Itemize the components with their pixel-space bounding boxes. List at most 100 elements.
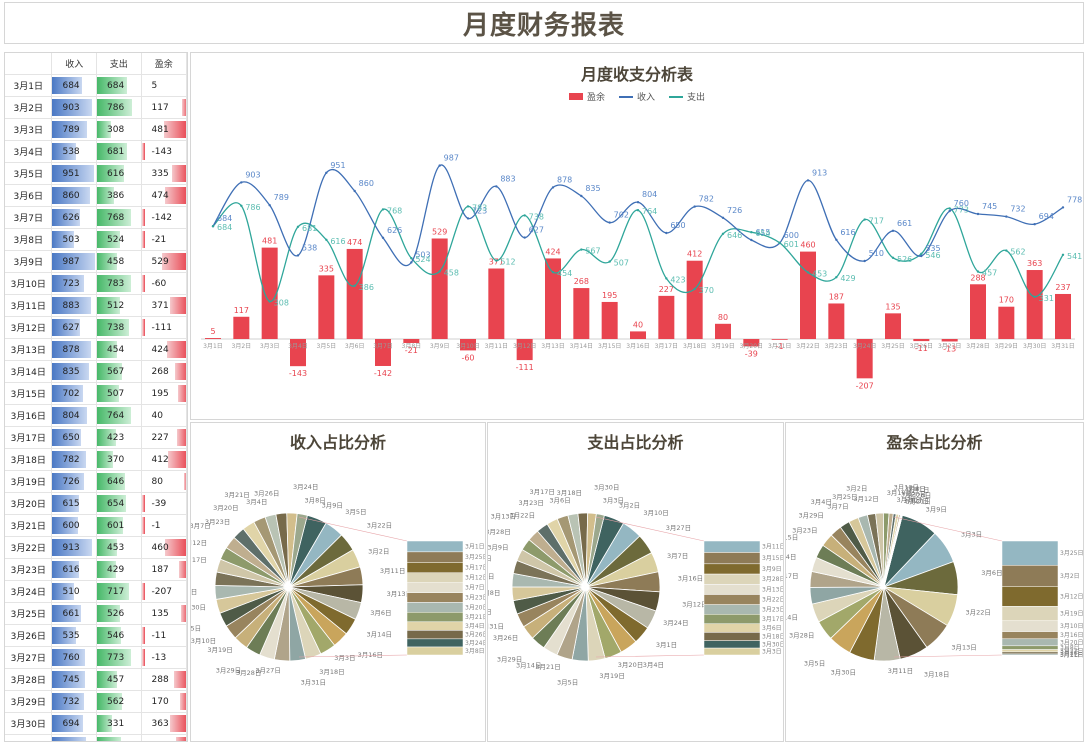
income-point[interactable]	[325, 171, 328, 174]
balance-bar[interactable]	[403, 339, 420, 343]
balance-bar[interactable]	[941, 339, 958, 342]
secondary-bar-segment[interactable]	[406, 551, 464, 563]
balance-bar[interactable]	[601, 301, 618, 339]
income-point[interactable]	[353, 189, 356, 193]
balance-bar[interactable]	[233, 316, 250, 339]
secondary-bar-segment[interactable]	[1001, 654, 1059, 656]
expense-point[interactable]	[891, 256, 895, 259]
income-point[interactable]	[268, 204, 271, 207]
balance-bar[interactable]	[290, 339, 306, 367]
secondary-bar-segment[interactable]	[406, 621, 464, 631]
expense-point[interactable]	[551, 271, 555, 274]
income-point[interactable]	[495, 185, 498, 188]
secondary-bar-segment[interactable]	[1001, 565, 1059, 587]
balance-bar[interactable]	[658, 295, 675, 339]
secondary-bar-segment[interactable]	[406, 540, 464, 553]
income-point[interactable]	[466, 217, 470, 220]
balance-bar[interactable]	[261, 247, 278, 339]
expense-point[interactable]	[495, 259, 498, 262]
expense-point[interactable]	[948, 207, 951, 210]
income-point[interactable]	[891, 229, 895, 232]
income-point[interactable]	[608, 221, 611, 224]
secondary-bar-segment[interactable]	[1001, 620, 1059, 632]
secondary-bar-segment[interactable]	[1001, 651, 1059, 655]
balance-bar[interactable]	[885, 313, 901, 339]
income-point[interactable]	[551, 186, 555, 189]
balance-bar[interactable]	[375, 339, 391, 366]
secondary-bar-segment[interactable]	[1001, 540, 1059, 566]
secondary-bar-segment[interactable]	[703, 563, 761, 575]
secondary-bar-segment[interactable]	[703, 632, 761, 641]
income-point[interactable]	[976, 212, 980, 216]
secondary-bar-segment[interactable]	[406, 630, 464, 640]
expense-point[interactable]	[806, 271, 810, 274]
income-point[interactable]	[806, 179, 810, 182]
income-point[interactable]	[863, 259, 866, 263]
expense-point[interactable]	[211, 225, 215, 228]
secondary-bar-segment[interactable]	[406, 646, 464, 656]
balance-bar[interactable]	[828, 303, 845, 339]
balance-bar[interactable]	[488, 268, 505, 339]
secondary-bar-segment[interactable]	[406, 572, 464, 583]
balance-bar[interactable]	[1026, 270, 1043, 339]
secondary-bar-segment[interactable]	[703, 584, 761, 595]
income-point[interactable]	[920, 254, 923, 258]
expense-point[interactable]	[920, 252, 923, 255]
income-point[interactable]	[1033, 223, 1036, 226]
income-point[interactable]	[750, 238, 753, 242]
expense-point[interactable]	[1033, 295, 1036, 298]
secondary-bar-segment[interactable]	[406, 638, 464, 648]
income-point[interactable]	[693, 205, 696, 208]
balance-bar[interactable]	[913, 339, 930, 342]
expense-point[interactable]	[580, 248, 583, 251]
expense-point[interactable]	[721, 232, 725, 235]
pie-slice[interactable]	[883, 514, 903, 588]
secondary-bar-segment[interactable]	[703, 647, 761, 656]
secondary-bar-segment[interactable]	[1001, 649, 1059, 653]
income-point[interactable]	[296, 254, 300, 257]
balance-bar[interactable]	[205, 338, 221, 339]
secondary-bar-segment[interactable]	[1001, 631, 1059, 640]
balance-bar[interactable]	[630, 331, 646, 339]
secondary-bar-segment[interactable]	[1001, 638, 1059, 647]
secondary-bar-segment[interactable]	[1001, 606, 1059, 622]
expense-point[interactable]	[438, 270, 441, 273]
expense-point[interactable]	[1005, 249, 1008, 252]
expense-point[interactable]	[636, 209, 640, 212]
expense-point[interactable]	[296, 225, 300, 228]
income-point[interactable]	[523, 236, 526, 239]
balance-bar[interactable]	[686, 260, 703, 339]
income-point[interactable]	[438, 164, 441, 167]
balance-bar[interactable]	[998, 306, 1015, 339]
expense-point[interactable]	[976, 270, 980, 273]
balance-bar[interactable]	[573, 288, 590, 339]
secondary-bar-segment[interactable]	[406, 612, 464, 623]
expense-point[interactable]	[863, 218, 866, 221]
secondary-bar-segment[interactable]	[406, 562, 464, 573]
expense-point[interactable]	[608, 260, 611, 263]
balance-bar[interactable]	[318, 275, 335, 339]
balance-bar[interactable]	[970, 284, 986, 339]
pie-slice[interactable]	[288, 513, 308, 588]
expense-series-line[interactable]	[212, 202, 1064, 303]
secondary-bar-segment[interactable]	[703, 604, 761, 615]
secondary-bar-segment[interactable]	[1001, 645, 1059, 650]
expense-point[interactable]	[778, 241, 781, 244]
income-point[interactable]	[636, 201, 640, 204]
expense-point[interactable]	[268, 300, 271, 303]
balance-bar[interactable]	[346, 248, 363, 339]
secondary-bar-segment[interactable]	[703, 623, 761, 633]
secondary-bar-segment[interactable]	[703, 540, 761, 553]
expense-point[interactable]	[693, 287, 696, 291]
legend-expense[interactable]: 支出	[669, 90, 705, 103]
expense-point[interactable]	[240, 204, 243, 207]
income-point[interactable]	[948, 209, 951, 213]
secondary-bar-segment[interactable]	[703, 552, 761, 565]
balance-bar[interactable]	[771, 339, 788, 340]
income-point[interactable]	[240, 181, 243, 184]
income-point[interactable]	[381, 236, 385, 239]
secondary-bar-segment[interactable]	[703, 594, 761, 605]
secondary-bar-segment[interactable]	[703, 614, 761, 624]
income-point[interactable]	[721, 216, 725, 219]
secondary-bar-segment[interactable]	[1001, 586, 1059, 607]
